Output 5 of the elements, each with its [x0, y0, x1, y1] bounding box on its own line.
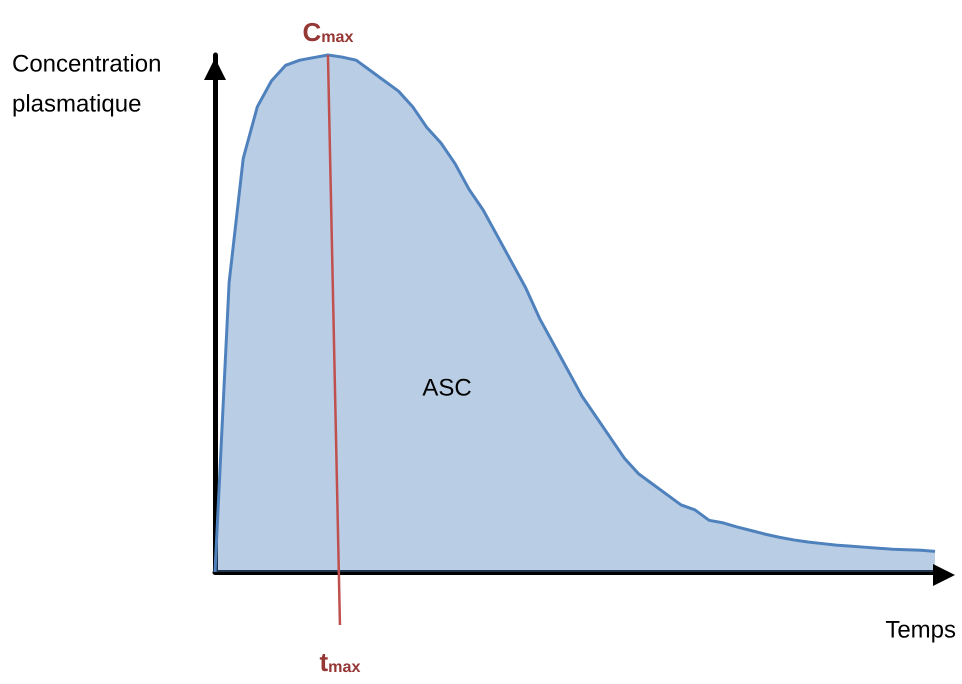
text: tmax: [319, 647, 360, 677]
annotation: ASC: [422, 374, 472, 402]
x-axis-title: Temps: [885, 616, 956, 644]
y-axis-title: Concentration plasmatique: [12, 50, 162, 118]
text: Cmax: [302, 17, 354, 47]
